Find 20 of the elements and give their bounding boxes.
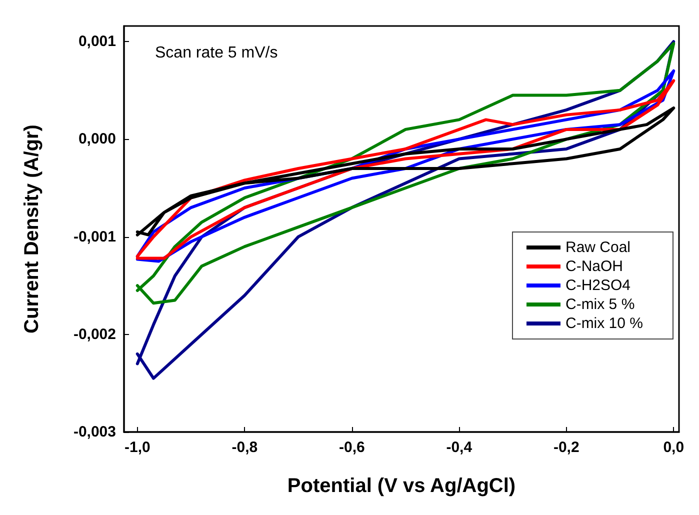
legend-label: C-NaOH [565, 258, 624, 275]
legend-label: C-mix 5 % [565, 296, 635, 313]
x-tick-label: -1,0 [124, 439, 150, 456]
x-tick-label: -0,4 [446, 439, 473, 456]
y-tick-label: 0,001 [78, 33, 116, 50]
y-axis-title: Current Density (A/gr) [21, 124, 43, 334]
x-tick-label: -0,8 [232, 439, 258, 456]
x-tick-label: -0,2 [553, 439, 580, 456]
y-tick-label: -0,003 [73, 424, 116, 440]
x-tick-label: -0,6 [338, 439, 365, 456]
y-tick-label: -0,002 [73, 326, 116, 343]
legend-label: C-mix 10 % [565, 315, 644, 332]
line-series [136, 106, 676, 236]
annotation: Scan rate 5 mV/s [155, 44, 278, 62]
x-axis-title: Potential (V vs Ag/AgCl) [287, 475, 516, 497]
y-tick-label: 0,000 [78, 130, 116, 148]
legend-label: C-H2SO4 [565, 277, 631, 294]
x-tick-label: 0,0 [663, 439, 684, 456]
legend-label: Raw Coal [565, 239, 631, 256]
y-tick-label: -0,001 [73, 228, 116, 246]
